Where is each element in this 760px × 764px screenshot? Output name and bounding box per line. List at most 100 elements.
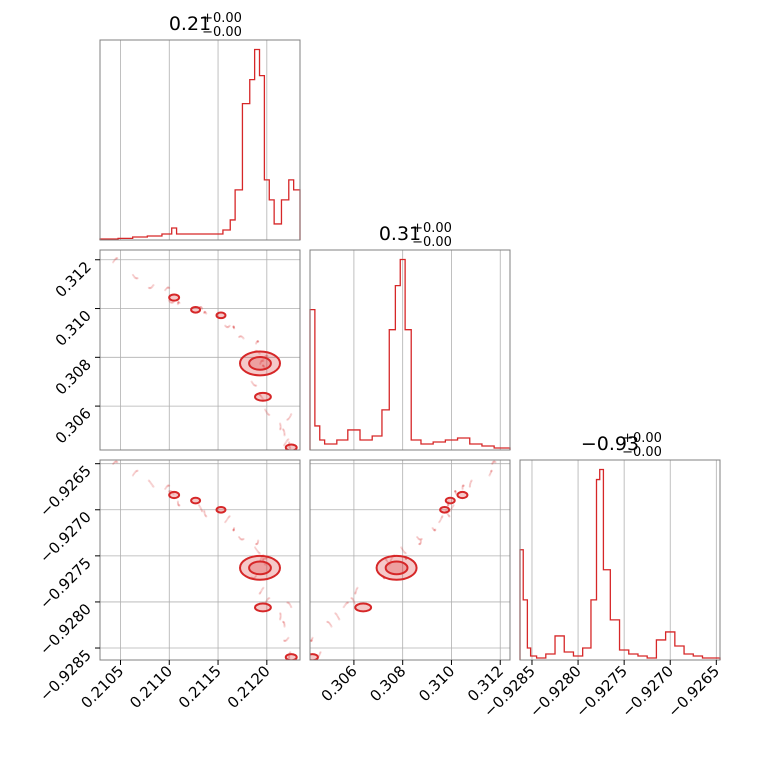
sample-point [133,276,136,279]
sample-point [262,364,265,367]
sample-point [288,446,291,449]
sample-point [256,540,260,543]
sample-point [310,639,313,642]
sample-point [264,408,267,411]
sample-point [469,483,472,486]
sample-point [264,557,268,560]
sample-point [227,515,230,519]
sample-point [400,547,404,550]
sample-point [264,557,267,561]
x-tick-label: 0.306 [318,662,361,705]
sample-point [288,417,291,420]
sample-point [447,514,450,517]
sample-point [279,423,282,426]
sample-point [166,286,169,289]
density-contour [284,443,298,450]
sample-point [205,312,208,315]
sample-point [150,483,153,486]
y-tick-label: 0.310 [52,307,95,350]
sample-point [338,618,341,621]
sample-point [418,542,421,546]
sample-point [286,418,289,421]
sample-point [232,528,235,531]
sample-point [253,384,256,387]
sample-point [418,538,422,541]
sample-point [232,528,235,532]
panel-content [112,460,298,660]
sample-point [116,257,119,260]
sample-point [343,604,346,607]
sample-point [385,558,388,561]
panel-content [310,460,497,660]
sample-point [386,560,389,564]
density-contour [354,602,373,613]
sample-point [203,513,207,516]
parameter-upper-error: +0.00 [622,431,662,446]
sample-point [177,301,180,304]
sample-point [200,508,203,511]
sample-point [285,639,288,642]
scatter-frame [309,459,511,661]
sample-point [446,504,450,507]
sample-point [226,517,230,520]
parameter-title: 0.21 [169,13,211,35]
sample-point [404,552,407,555]
sample-point [147,479,150,482]
sample-point [136,469,139,472]
sample-point [150,286,153,289]
sample-point [152,284,155,287]
sample-point [198,505,201,508]
sample-point [205,515,208,518]
sample-point [447,504,450,507]
sample-point [336,615,340,618]
histogram-line [309,258,511,450]
panel-content [112,257,298,450]
sample-point [282,430,286,433]
sample-point [416,537,420,540]
sample-point [115,460,118,463]
sample-point [237,335,241,339]
sample-point [112,261,115,264]
sample-point [147,286,150,289]
sample-point [310,639,313,642]
sample-point [266,598,269,601]
sample-point [282,621,286,624]
sample-point [167,484,170,487]
sample-point [242,337,245,340]
sample-point [283,431,286,434]
sample-point [288,415,292,419]
sample-point [239,538,242,541]
sample-point [164,289,167,292]
sample-point [165,287,168,291]
histogram-line [99,48,301,240]
sample-point [131,273,135,277]
sample-point [259,362,262,365]
sample-point [256,542,259,545]
density-contour [310,653,319,660]
sample-point [259,394,262,397]
sample-point [164,487,167,490]
sample-point [462,484,465,487]
sample-point [131,474,135,477]
sample-point [255,384,258,387]
sample-point [132,275,135,278]
sample-point [420,537,423,541]
sample-point [258,352,261,355]
sample-point [266,412,269,415]
sample-point [259,393,262,397]
sample-point [134,470,137,473]
sample-point [259,590,262,593]
sample-point [285,440,288,443]
sample-point [279,615,282,618]
sample-point [454,491,457,494]
sample-point [262,557,265,560]
sample-point [148,287,151,290]
sample-point [261,558,264,561]
sample-point [288,657,291,660]
sample-point [263,557,266,560]
sample-point [238,335,241,338]
histogram-frame [309,249,511,451]
density-contour [239,350,281,377]
sample-point [448,515,451,518]
histogram-frame [519,459,721,661]
